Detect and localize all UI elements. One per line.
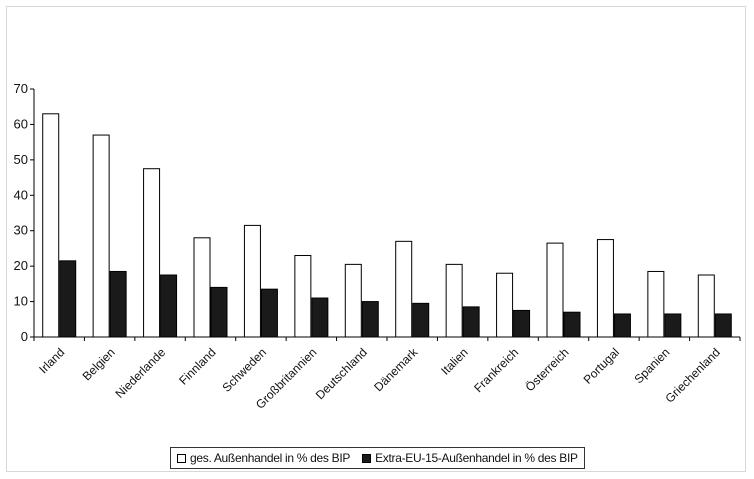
bar-extra-eu-trade bbox=[210, 286, 228, 338]
bar-total-trade bbox=[395, 240, 413, 338]
bar-extra-eu-trade bbox=[462, 306, 480, 338]
x-tick-label: Finnland bbox=[176, 345, 218, 387]
x-tick-label: Frankreich bbox=[471, 345, 521, 395]
legend-label-series-2: Extra-EU-15-Außenhandel in % des BIP bbox=[375, 451, 578, 465]
legend-label-series-1: ges. Außenhandel in % des BIP bbox=[190, 451, 351, 465]
x-tick-label: Irland bbox=[36, 345, 67, 376]
bar-total-trade bbox=[647, 270, 665, 338]
y-tick-label: 10 bbox=[14, 294, 28, 309]
bar-total-trade bbox=[92, 134, 110, 338]
x-tick-label: Belgien bbox=[80, 345, 118, 383]
bar-total-trade bbox=[193, 237, 211, 338]
x-tick-label: Österreich bbox=[523, 345, 572, 394]
bar-total-trade bbox=[496, 272, 514, 338]
legend-swatch-series-2 bbox=[362, 453, 372, 463]
y-tick-label: 40 bbox=[14, 187, 28, 202]
y-tick-label: 50 bbox=[14, 152, 28, 167]
bar-extra-eu-trade bbox=[613, 313, 631, 338]
bar-extra-eu-trade bbox=[563, 311, 581, 338]
bars bbox=[42, 113, 732, 338]
bar-extra-eu-trade bbox=[412, 302, 430, 338]
legend-swatch-series-1 bbox=[177, 453, 186, 463]
x-tick-label: Deutschland bbox=[313, 345, 370, 402]
x-tick-label: Niederlande bbox=[113, 345, 169, 401]
bar-total-trade bbox=[243, 224, 261, 338]
chart-frame bbox=[6, 6, 746, 472]
bar-extra-eu-trade bbox=[109, 270, 127, 338]
y-tick-label: 60 bbox=[14, 116, 28, 131]
y-tick-label: 20 bbox=[14, 258, 28, 273]
x-tick-label: Schweden bbox=[220, 345, 270, 395]
bar-extra-eu-trade bbox=[59, 260, 77, 338]
bar-total-trade bbox=[344, 263, 362, 338]
bar-extra-eu-trade bbox=[361, 301, 379, 338]
legend: ges. Außenhandel in % des BIP Extra-EU-1… bbox=[170, 447, 585, 469]
bar-total-trade bbox=[546, 242, 564, 338]
y-tick-label: 0 bbox=[21, 329, 28, 344]
x-tick-label: Italien bbox=[438, 345, 471, 378]
bar-total-trade bbox=[445, 263, 463, 338]
bar-extra-eu-trade bbox=[714, 313, 732, 338]
bar-total-trade bbox=[697, 274, 715, 338]
x-tick-label: Portugal bbox=[581, 345, 623, 387]
bar-extra-eu-trade bbox=[664, 313, 682, 338]
bar-extra-eu-trade bbox=[513, 309, 531, 338]
bar-extra-eu-trade bbox=[311, 297, 329, 338]
y-tick-label: 30 bbox=[14, 223, 28, 238]
bar-extra-eu-trade bbox=[260, 288, 278, 338]
bar-total-trade bbox=[596, 239, 614, 338]
bar-total-trade bbox=[143, 168, 161, 338]
bar-extra-eu-trade bbox=[160, 274, 178, 338]
y-tick-label: 70 bbox=[14, 81, 28, 96]
bar-total-trade bbox=[42, 113, 60, 338]
x-tick-label: Spanien bbox=[631, 345, 672, 386]
x-tick-label: Dänemark bbox=[371, 345, 421, 395]
legend-item-series-1: ges. Außenhandel in % des BIP bbox=[177, 451, 350, 465]
legend-item-series-2: Extra-EU-15-Außenhandel in % des BIP bbox=[362, 451, 578, 465]
bar-total-trade bbox=[294, 255, 312, 338]
axes bbox=[30, 88, 741, 341]
